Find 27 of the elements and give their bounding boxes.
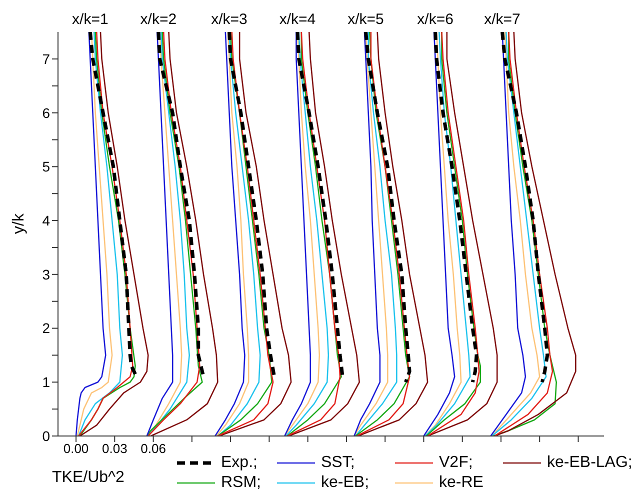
legend-label: RSM;	[221, 474, 261, 490]
text: x/k=1	[72, 11, 108, 28]
x-tick-label: 0.06	[140, 441, 166, 456]
text: x/k=7	[484, 11, 520, 28]
text: x/k=4	[279, 11, 316, 28]
legend-label: V2F;	[439, 454, 473, 472]
y-tick-label: 5	[42, 158, 50, 175]
legend-label: ke-RE	[439, 474, 484, 490]
legend-label: Exp.;	[221, 454, 258, 472]
y-tick-label: 2	[42, 320, 50, 336]
x-axis-title: TKE/Ub^2	[52, 469, 125, 486]
y-axis-title: y/k	[10, 212, 28, 234]
text: x/k=5	[348, 11, 384, 28]
text: x/k=6	[417, 11, 454, 28]
y-tick-label: 4	[42, 212, 50, 229]
x-tick-label: 0.03	[102, 441, 128, 456]
text: x/k=3	[211, 11, 248, 28]
y-tick-label: 1	[42, 374, 50, 390]
legend-label: ke-EB;	[321, 474, 370, 490]
y-tick-label: 7	[42, 50, 50, 67]
legend-label: ke-EB-LAG;	[547, 454, 632, 472]
text: x/k=2	[140, 11, 177, 28]
y-tick-label: 0	[42, 428, 50, 444]
y-tick-label: 6	[42, 104, 50, 121]
x-tick-label: 0.00	[63, 441, 89, 456]
y-tick-label: 3	[42, 266, 50, 282]
legend-label: SST;	[321, 454, 355, 472]
